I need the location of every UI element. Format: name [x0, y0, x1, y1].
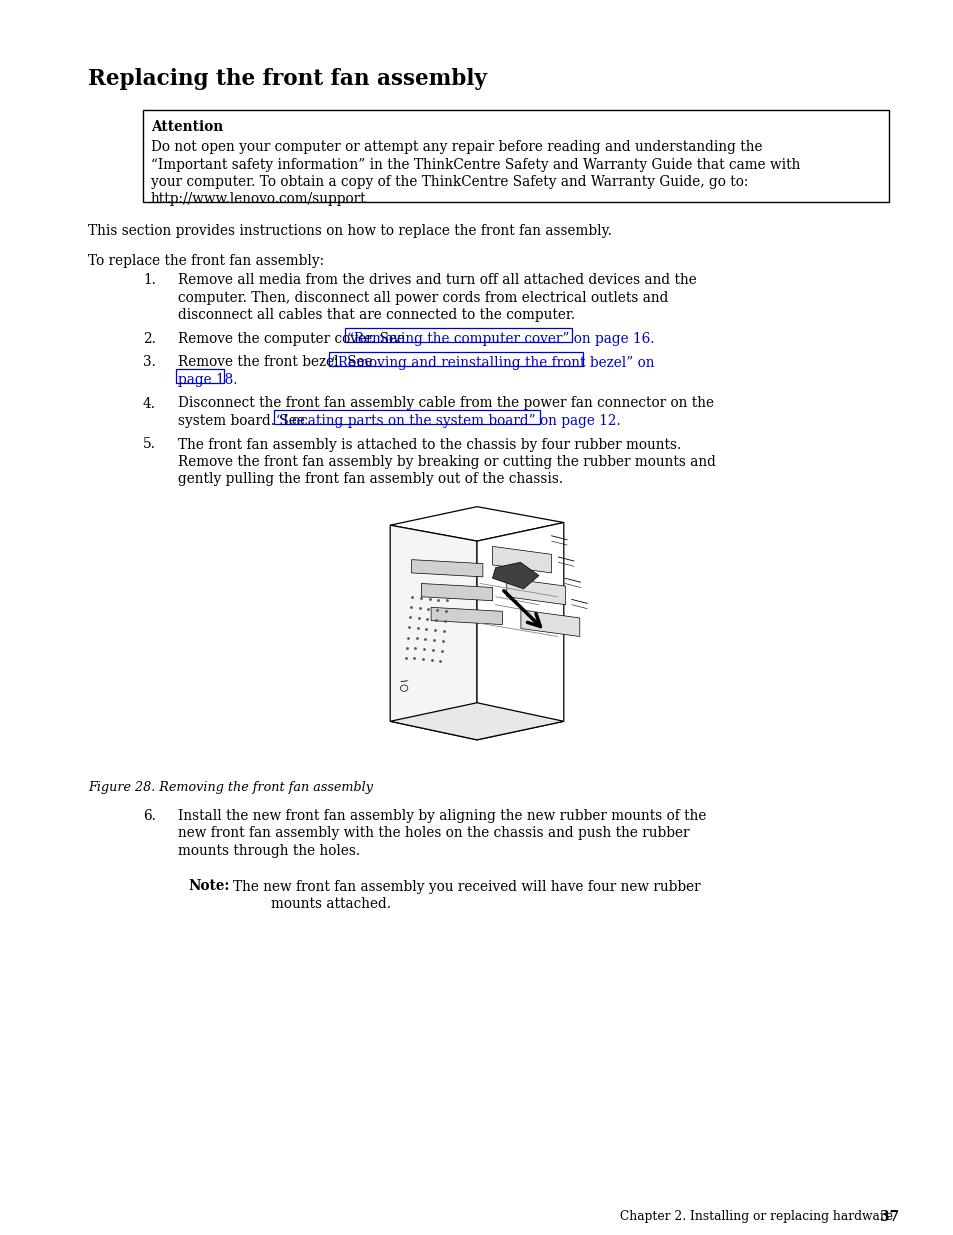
- Text: Remove the front bezel. See: Remove the front bezel. See: [178, 356, 376, 369]
- Bar: [328, 352, 582, 366]
- Polygon shape: [390, 506, 563, 541]
- Polygon shape: [411, 559, 482, 577]
- Polygon shape: [506, 578, 565, 605]
- Text: Remove all media from the drives and turn off all attached devices and the: Remove all media from the drives and tur…: [178, 273, 696, 288]
- Text: Replacing the front fan assembly: Replacing the front fan assembly: [88, 68, 486, 90]
- Text: 37: 37: [879, 1210, 898, 1224]
- Polygon shape: [421, 583, 492, 600]
- Polygon shape: [476, 522, 563, 740]
- Text: 1.: 1.: [143, 273, 155, 288]
- Polygon shape: [492, 562, 538, 589]
- Text: new front fan assembly with the holes on the chassis and push the rubber: new front fan assembly with the holes on…: [178, 826, 689, 841]
- Bar: [143, 110, 888, 203]
- Polygon shape: [520, 610, 579, 636]
- Polygon shape: [390, 703, 563, 740]
- Text: system board. See: system board. See: [178, 414, 309, 429]
- Text: This section provides instructions on how to replace the front fan assembly.: This section provides instructions on ho…: [88, 224, 611, 238]
- Bar: [274, 410, 539, 425]
- Text: mounts through the holes.: mounts through the holes.: [178, 844, 359, 858]
- Text: Do not open your computer or attempt any repair before reading and understanding: Do not open your computer or attempt any…: [151, 140, 761, 154]
- Text: “Removing and reinstalling the front bezel” on: “Removing and reinstalling the front bez…: [331, 356, 654, 369]
- Text: To replace the front fan assembly:: To replace the front fan assembly:: [88, 254, 324, 268]
- Text: 3.: 3.: [143, 356, 155, 369]
- Text: Attention: Attention: [151, 120, 223, 135]
- Text: page 18.: page 18.: [178, 373, 237, 387]
- Polygon shape: [390, 525, 476, 740]
- Text: Install the new front fan assembly by aligning the new rubber mounts of the: Install the new front fan assembly by al…: [178, 809, 705, 823]
- Text: 2.: 2.: [143, 332, 155, 346]
- Text: Remove the computer cover. See: Remove the computer cover. See: [178, 332, 409, 346]
- Text: Chapter 2. Installing or replacing hardware: Chapter 2. Installing or replacing hardw…: [619, 1210, 892, 1223]
- Text: your computer. To obtain a copy of the ThinkCentre Safety and Warranty Guide, go: your computer. To obtain a copy of the T…: [151, 175, 747, 189]
- Text: The new front fan assembly you received will have four new rubber: The new front fan assembly you received …: [233, 879, 700, 893]
- Bar: [175, 369, 223, 383]
- Text: Remove the front fan assembly by breaking or cutting the rubber mounts and: Remove the front fan assembly by breakin…: [178, 454, 715, 469]
- Text: Disconnect the front fan assembly cable from the power fan connector on the: Disconnect the front fan assembly cable …: [178, 396, 713, 410]
- Text: “Removing the computer cover” on page 16.: “Removing the computer cover” on page 16…: [347, 332, 654, 346]
- Text: “Locating parts on the system board” on page 12.: “Locating parts on the system board” on …: [275, 414, 620, 429]
- Bar: [345, 329, 572, 342]
- Text: Figure 28. Removing the front fan assembly: Figure 28. Removing the front fan assemb…: [88, 781, 373, 794]
- Polygon shape: [492, 546, 551, 573]
- Polygon shape: [431, 608, 502, 625]
- Text: 5.: 5.: [143, 437, 155, 452]
- Text: “Important safety information” in the ThinkCentre Safety and Warranty Guide that: “Important safety information” in the Th…: [151, 158, 800, 172]
- Text: 4.: 4.: [143, 396, 156, 410]
- Text: mounts attached.: mounts attached.: [271, 897, 391, 911]
- Text: gently pulling the front fan assembly out of the chassis.: gently pulling the front fan assembly ou…: [178, 473, 562, 487]
- Text: 6.: 6.: [143, 809, 155, 823]
- Text: http://www.lenovo.com/support: http://www.lenovo.com/support: [151, 193, 366, 206]
- Text: Note:: Note:: [188, 879, 229, 893]
- Text: The front fan assembly is attached to the chassis by four rubber mounts.: The front fan assembly is attached to th…: [178, 437, 680, 452]
- Text: computer. Then, disconnect all power cords from electrical outlets and: computer. Then, disconnect all power cor…: [178, 291, 668, 305]
- Text: disconnect all cables that are connected to the computer.: disconnect all cables that are connected…: [178, 309, 575, 322]
